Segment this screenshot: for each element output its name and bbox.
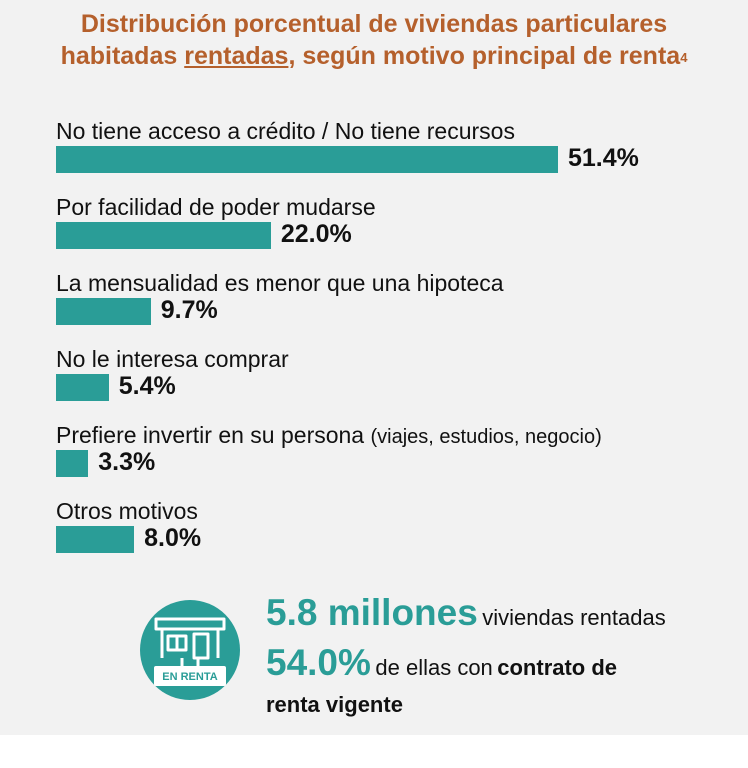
summary-line-1: 5.8 millones viviendas rentadas bbox=[266, 592, 666, 634]
value-label: 8.0% bbox=[144, 524, 202, 552]
bar bbox=[56, 298, 151, 325]
bar bbox=[56, 450, 89, 477]
category-label: La mensualidad es menor que una hipoteca bbox=[56, 270, 504, 296]
title-underlined-word: rentadas bbox=[184, 42, 289, 70]
rent-sign-text: EN RENTA bbox=[162, 671, 217, 683]
category-label: No le interesa comprar bbox=[56, 346, 289, 372]
summary-line-2: 54.0% de ellas con contrato de bbox=[266, 642, 617, 684]
title-footnote: 4 bbox=[680, 50, 688, 65]
contract-percentage: 54.0% bbox=[266, 642, 371, 683]
category-label: Prefiere invertir en su persona (viajes,… bbox=[56, 422, 602, 448]
title-line-2-end: , según motivo principal de renta bbox=[288, 42, 681, 70]
category-label: No tiene acceso a crédito / No tiene rec… bbox=[56, 118, 515, 144]
category-label: Por facilidad de poder mudarse bbox=[56, 194, 376, 220]
value-label: 22.0% bbox=[280, 220, 352, 248]
chart-title: Distribución porcentual de viviendas par… bbox=[0, 8, 748, 72]
rented-homes-count: 5.8 millones bbox=[266, 592, 478, 633]
value-label: 51.4% bbox=[568, 144, 639, 172]
contract-text: de ellas con bbox=[375, 655, 493, 680]
bar bbox=[56, 374, 109, 401]
infographic-panel: Distribución porcentual de viviendas par… bbox=[0, 0, 748, 735]
rent-sign bbox=[154, 666, 226, 686]
category-label: Otros motivos bbox=[56, 498, 198, 524]
category-note: (viajes, estudios, negocio) bbox=[370, 426, 602, 448]
contract-bold-text: contrato de bbox=[497, 655, 618, 680]
value-label: 9.7% bbox=[160, 296, 218, 324]
bar bbox=[56, 146, 558, 173]
rented-homes-text: viviendas rentadas bbox=[482, 605, 666, 630]
house-for-rent-icon: EN RENTA bbox=[140, 600, 240, 700]
title-line-1: Distribución porcentual de viviendas par… bbox=[80, 10, 668, 38]
value-label: 5.4% bbox=[118, 372, 176, 400]
bar bbox=[56, 526, 135, 553]
summary-line-3: renta vigente bbox=[266, 692, 403, 717]
value-label: 3.3% bbox=[98, 448, 156, 476]
title-line-2-start: habitadas bbox=[60, 42, 185, 70]
title-line-2: habitadas rentadas, según motivo princip… bbox=[0, 40, 748, 72]
bar bbox=[56, 222, 271, 249]
